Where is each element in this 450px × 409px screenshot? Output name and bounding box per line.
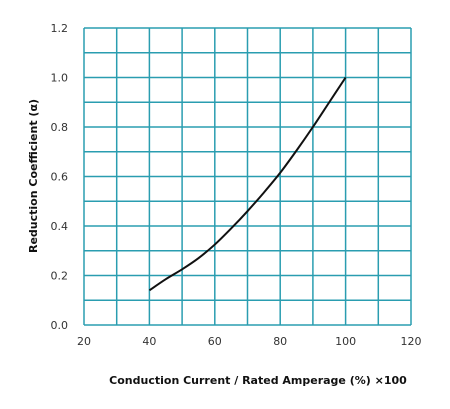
y-tick-label: 0.6 [51,171,69,184]
x-tick-label: 60 [208,335,222,348]
y-tick-label: 1.0 [51,72,69,85]
y-tick-label: 0.2 [51,270,69,283]
x-axis-label: Conduction Current / Rated Amperage (%) … [109,374,407,387]
series-line [148,76,347,292]
y-axis-label: Reduction Coefficient (α) [27,99,40,253]
y-tick-label: 0.8 [51,121,69,134]
y-tick-label: 0.0 [51,319,69,332]
grid [83,27,412,326]
x-tick-label: 100 [335,335,356,348]
y-axis-ticks: 0.0 0.2 0.4 0.6 0.8 1.0 1.2 [51,22,69,332]
x-tick-label: 120 [401,335,422,348]
x-tick-label: 20 [77,335,91,348]
x-axis-ticks: 20 40 60 80 100 120 [77,335,422,348]
x-tick-label: 40 [142,335,156,348]
x-tick-label: 80 [273,335,287,348]
y-tick-label: 0.4 [51,220,69,233]
y-tick-label: 1.2 [51,22,69,35]
